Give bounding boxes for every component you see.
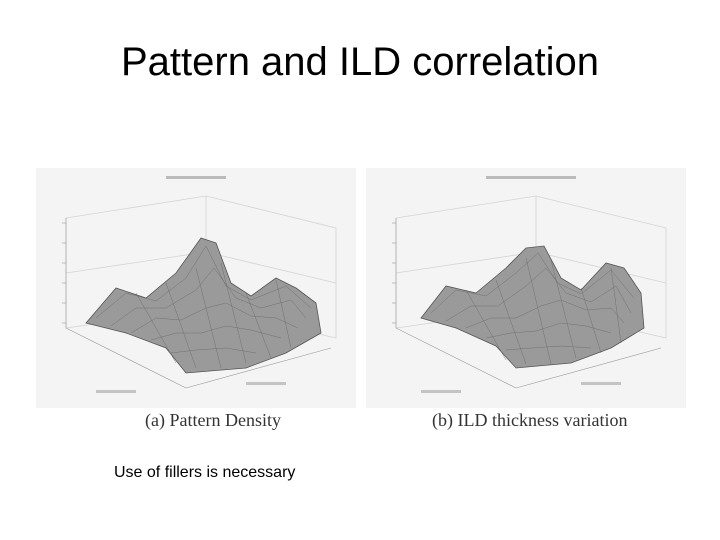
slide-title: Pattern and ILD correlation [120, 40, 600, 84]
pattern-density-plot [36, 168, 356, 408]
slide-note: Use of fillers is necessary [114, 464, 296, 481]
ild-thickness-plot [366, 168, 686, 408]
ild-thickness-caption: (b) ILD thickness variation [432, 410, 628, 430]
pattern-density-caption: (a) Pattern Density [145, 410, 281, 430]
